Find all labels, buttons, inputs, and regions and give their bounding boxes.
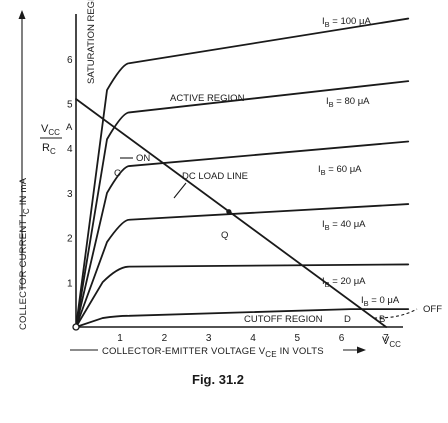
dc-load-line-label: DC LOAD LINE [182,171,248,182]
vcc-over-rc-numerator: VCC [41,123,60,137]
ib-curve-i-b-0-a [75,308,410,328]
x-tick-1: 1 [117,333,123,344]
x-axis-label: COLLECTOR-EMITTER VOLTAGE VCE IN VOLTS [102,346,324,359]
collector-curves [75,17,410,328]
point-b-label: B [379,314,385,325]
y-tick-2: 2 [67,234,73,245]
q-point [226,209,232,215]
load-line-pointer [173,182,187,199]
x-tick-5: 5 [295,333,301,344]
point-c-label: C [114,168,121,179]
curve-label-1: IB = 80 μA [326,96,370,109]
saturation-region-label: SATURATION REGION [86,0,97,84]
vcc-axis-label: VCC [382,335,401,349]
origin-point [72,323,80,331]
ib-curve-i-b-60-a [75,140,410,328]
point-q-label: Q [221,230,228,241]
y-axis-label: COLLECTOR CURRENT IC IN mA [18,177,31,330]
ib-curve-i-b-20-a [75,263,410,328]
x-tick-2: 2 [162,333,168,344]
ib-curve-i-b-80-a [75,80,410,328]
y-tick-labels: 1 2 3 4 5 6 [67,55,73,289]
on-label: ON [136,153,150,164]
curve-label-5: IB = 0 μA [361,295,400,308]
off-pointer [373,308,418,319]
curve-label-3: IB = 40 μA [322,219,366,232]
curve-label-2: IB = 60 μA [318,164,362,177]
y-tick-5: 5 [67,100,73,111]
y-label-arrow-head [18,10,26,19]
figure-caption: Fig. 31.2 [192,372,244,387]
x-tick-4: 4 [250,333,256,344]
x-label-arrow-head [357,346,366,354]
ib-curve-i-b-40-a [75,203,410,328]
point-d-label: D [344,314,351,325]
y-tick-1: 1 [67,278,73,289]
curve-label-4: IB = 20 μA [322,276,366,289]
x-tick-7: 7 [383,333,389,344]
ib-curve-i-b-100-a [75,17,410,328]
y-tick-6: 6 [67,55,73,66]
off-label: OFF [423,304,442,315]
curve-label-0: IB = 100 μA [322,16,371,29]
curve-labels: IB = 100 μA IB = 80 μA IB = 60 μA IB = 40 μ… [318,16,400,308]
dc-load-line-group [75,98,387,328]
vcc-over-rc-denominator: RC [42,142,56,156]
x-tick-3: 3 [206,333,212,344]
cutoff-region-label: CUTOFF REGION [244,314,323,325]
x-tick-6: 6 [339,333,345,344]
y-tick-4: 4 [67,144,73,155]
active-region-label: ACTIVE REGION [170,93,245,104]
x-tick-labels: 1 2 3 4 5 6 7 [117,333,389,344]
point-a-label: A [66,122,73,133]
y-tick-3: 3 [67,189,73,200]
